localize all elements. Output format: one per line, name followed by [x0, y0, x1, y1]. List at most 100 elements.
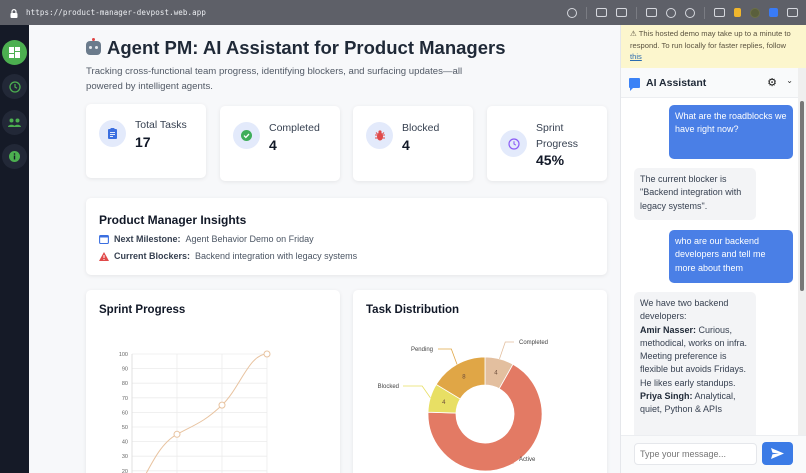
extension-file-icon[interactable] [734, 8, 741, 17]
check-circle-icon [233, 122, 260, 149]
milestone-value: Agent Behavior Demo on Friday [185, 234, 314, 244]
main-dashboard: Agent PM: AI Assistant for Product Manag… [29, 25, 620, 473]
gear-icon[interactable]: ⚙ [767, 77, 777, 89]
stat-card-blocked: Blocked 4 [353, 106, 473, 181]
toolbar-divider [704, 6, 705, 19]
chat-message-input[interactable] [634, 443, 757, 465]
chat-scrollbar[interactable] [798, 68, 806, 435]
developer-name: Amir Nasser: [640, 324, 697, 335]
svg-text:70: 70 [122, 396, 128, 402]
assistant-message: We have two backend developers: Amir Nas… [634, 292, 756, 435]
svg-text:50: 50 [122, 425, 128, 431]
blockers-value: Backend integration with legacy systems [195, 251, 358, 261]
chevron-down-icon[interactable]: ⌄ [786, 76, 793, 85]
assistant-message: The current blocker is "Backend integrat… [634, 168, 756, 220]
warning-icon: ⚠ [630, 29, 639, 38]
svg-text:20: 20 [122, 469, 128, 473]
browser-toolbar [567, 0, 798, 25]
page-title-text: Agent PM: AI Assistant for Product Manag… [107, 37, 506, 58]
stat-value: 4 [269, 137, 277, 153]
svg-text:4: 4 [494, 370, 498, 376]
browser-address-bar: https://product-manager-devpost.web.app [0, 0, 806, 25]
chat-panel: ⚠ This hosted demo may take up to a minu… [620, 25, 806, 473]
warning-icon [99, 251, 109, 261]
sidebar-item-team[interactable] [2, 110, 27, 135]
people-icon [8, 118, 21, 127]
stat-label: Blocked [402, 122, 440, 134]
clipboard-icon [99, 120, 126, 147]
svg-text:80: 80 [122, 381, 128, 387]
stat-label: Total Tasks [135, 119, 187, 131]
link-icon[interactable] [567, 7, 577, 18]
clock-icon [8, 80, 21, 93]
stat-card-total-tasks: Total Tasks 17 [86, 104, 206, 178]
chat-title: AI Assistant [629, 76, 707, 91]
sprint-progress-title: Sprint Progress [99, 304, 186, 316]
notice-text: This hosted demo may take up to a minute… [630, 29, 791, 50]
blockers-label: Current Blockers: [114, 251, 191, 261]
send-button[interactable] [762, 442, 793, 465]
page-subtitle: Tracking cross-functional team progress,… [86, 66, 463, 92]
message-intro: We have two backend developers: [640, 298, 729, 322]
stat-value: 45% [536, 152, 565, 168]
sidebar [0, 25, 29, 473]
user-message: What are the roadblocks we have right no… [669, 105, 793, 159]
toolbar-divider [636, 6, 637, 19]
notice-link[interactable]: this [630, 52, 642, 61]
insights-title: Product Manager Insights [99, 213, 247, 227]
clock-icon [500, 130, 527, 157]
robot-icon [86, 38, 101, 55]
sidebar-item-history[interactable] [2, 74, 27, 99]
svg-text:100: 100 [119, 352, 128, 358]
sidebar-item-dashboard[interactable] [2, 40, 27, 65]
lock-icon [10, 8, 18, 18]
sidebar-toggle-icon[interactable] [787, 8, 798, 17]
chat-title-text: AI Assistant [646, 76, 707, 89]
url-text[interactable]: https://product-manager-devpost.web.app [26, 8, 206, 17]
task-distribution-donut-chart: 4Completed33Active4Blocked8Pending [378, 340, 548, 472]
chat-messages: What are the roadblocks we have right no… [621, 99, 798, 435]
svg-text:Active: Active [519, 457, 536, 463]
chat-bubble-icon [629, 77, 640, 91]
stat-card-sprint-progress: Sprint Progress 45% [487, 106, 607, 181]
stat-label: Completed [269, 122, 320, 134]
bug-icon [366, 122, 393, 149]
send-icon [771, 448, 784, 459]
screenshot-icon[interactable] [596, 8, 607, 17]
stat-value: 4 [402, 137, 410, 153]
calendar-icon [99, 234, 109, 244]
sprint-progress-line-chart: 102030405060708090100 [119, 350, 271, 473]
milestone-label: Next Milestone: [114, 234, 181, 244]
svg-text:Completed: Completed [519, 340, 548, 346]
svg-text:Blocked: Blocked [378, 384, 399, 390]
stat-card-completed: Completed 4 [220, 106, 340, 181]
user-message: who are our backend developers and tell … [669, 230, 793, 283]
insights-card: Product Manager Insights Next Milestone:… [86, 198, 607, 275]
svg-text:4: 4 [442, 400, 446, 406]
target-icon[interactable] [685, 7, 695, 18]
sprint-progress-card: Sprint Progress 102030405060708090100 [86, 290, 340, 473]
dashboard-icon [9, 47, 20, 58]
extension-blue-icon[interactable] [769, 8, 778, 17]
extension-icon[interactable] [750, 7, 760, 18]
page-title: Agent PM: AI Assistant for Product Manag… [86, 37, 505, 59]
svg-text:8: 8 [462, 375, 466, 381]
svg-text:Pending: Pending [411, 347, 433, 353]
code-icon[interactable] [714, 8, 725, 17]
task-distribution-card: Task Distribution 4Completed33Active4Blo… [353, 290, 607, 473]
hosted-demo-notice: ⚠ This hosted demo may take up to a minu… [621, 25, 806, 68]
developer-description: Analytical, quiet, Python & APIs [640, 391, 736, 415]
globe-icon[interactable] [666, 7, 676, 18]
terminal-icon[interactable] [646, 8, 657, 17]
svg-text:90: 90 [122, 367, 128, 373]
next-milestone-row: Next Milestone: Agent Behavior Demo on F… [99, 234, 314, 244]
scroll-thumb[interactable] [800, 101, 804, 291]
toolbar-divider [586, 6, 587, 19]
camera-icon[interactable] [616, 8, 627, 17]
task-distribution-title: Task Distribution [366, 304, 460, 316]
chat-input-bar [621, 435, 806, 473]
svg-text:30: 30 [122, 454, 128, 460]
svg-text:60: 60 [122, 410, 128, 416]
chat-header: AI Assistant ⚙ ⌄ [621, 68, 806, 98]
sidebar-item-info[interactable] [2, 144, 27, 169]
